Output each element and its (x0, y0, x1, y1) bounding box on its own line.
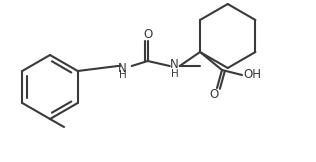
Text: OH: OH (243, 69, 261, 81)
Text: H: H (171, 69, 179, 79)
Text: N: N (118, 62, 127, 75)
Text: N: N (170, 58, 179, 71)
Text: O: O (143, 28, 152, 40)
Text: H: H (119, 70, 127, 80)
Text: O: O (210, 88, 219, 102)
